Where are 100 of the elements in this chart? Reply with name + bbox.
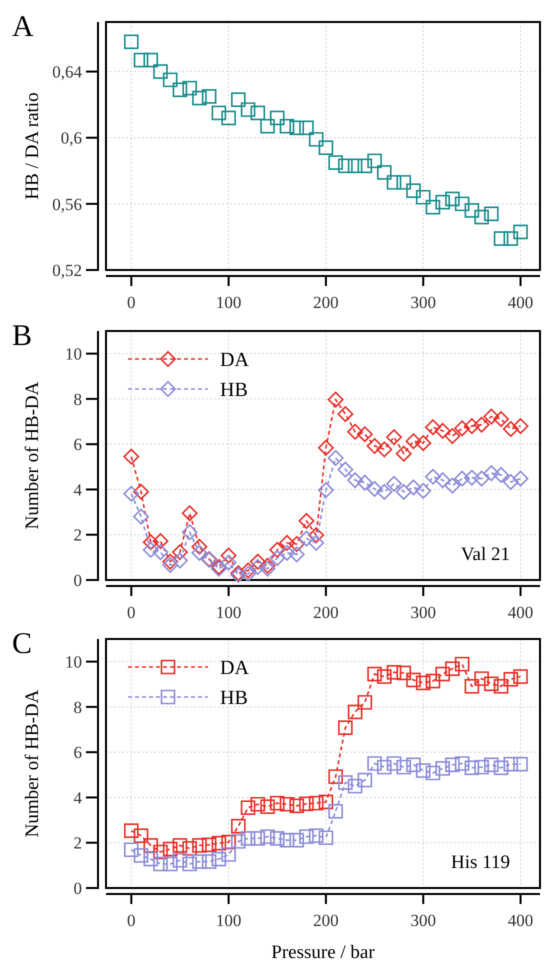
point	[454, 756, 470, 771]
point	[386, 756, 402, 771]
x-tick-label: 0	[127, 293, 136, 312]
point	[338, 158, 353, 174]
point	[348, 778, 362, 794]
point	[426, 766, 440, 780]
point	[182, 80, 197, 96]
x-tick-label: 400	[508, 293, 534, 312]
point	[250, 106, 266, 120]
point	[504, 672, 518, 687]
point	[212, 106, 226, 120]
point	[221, 110, 236, 126]
point	[191, 538, 208, 555]
point	[512, 418, 528, 434]
point	[250, 558, 266, 575]
point	[406, 479, 422, 496]
point	[162, 554, 178, 570]
point	[386, 175, 402, 190]
point	[416, 676, 431, 690]
x-tick-label: 200	[313, 293, 339, 312]
point	[318, 794, 334, 810]
y-tick-label: 6	[74, 435, 82, 454]
point	[162, 557, 178, 574]
point	[464, 760, 480, 776]
chart-title: C	[12, 627, 32, 660]
point	[513, 224, 528, 240]
point	[328, 392, 344, 408]
x-tick-label: 0	[127, 603, 136, 622]
point	[308, 828, 324, 844]
point	[356, 426, 373, 442]
x-tick-label: 100	[216, 911, 242, 930]
point	[415, 435, 432, 451]
x-tick-label: 300	[410, 603, 436, 622]
point	[328, 450, 344, 466]
y-axis-title: Number of HB-DA	[22, 381, 43, 530]
point	[502, 474, 519, 490]
point	[337, 406, 354, 422]
point	[299, 829, 314, 844]
point	[445, 758, 460, 772]
point	[444, 478, 460, 494]
point	[337, 462, 354, 478]
point	[240, 800, 256, 815]
point	[220, 554, 237, 571]
point	[454, 420, 470, 436]
point	[288, 546, 305, 562]
point	[153, 856, 168, 872]
point	[299, 796, 314, 812]
x-tick-label: 200	[313, 603, 339, 622]
point	[260, 558, 276, 574]
point	[474, 210, 489, 224]
point	[152, 533, 168, 550]
point	[328, 804, 343, 819]
point	[494, 760, 508, 776]
point	[406, 672, 421, 688]
point	[134, 52, 148, 68]
point	[358, 158, 372, 174]
point	[464, 418, 480, 434]
y-tick-label: 6	[74, 743, 82, 762]
point	[484, 676, 499, 692]
legend-label: DA	[220, 349, 250, 371]
point	[367, 666, 382, 682]
point	[328, 155, 343, 170]
point	[367, 756, 382, 771]
legend-label: HB	[220, 687, 248, 709]
point	[434, 472, 451, 488]
point	[367, 154, 382, 168]
point	[240, 831, 256, 846]
point	[279, 544, 295, 561]
point	[396, 446, 412, 462]
point	[396, 175, 412, 190]
point	[289, 832, 304, 848]
point	[377, 669, 392, 684]
chart-title: A	[12, 10, 34, 43]
chart-title: B	[12, 319, 32, 352]
point	[182, 856, 197, 872]
point	[172, 82, 188, 98]
point	[318, 440, 334, 456]
point	[212, 852, 226, 866]
point	[270, 831, 285, 846]
point	[289, 798, 304, 814]
point	[298, 530, 314, 547]
point	[220, 548, 237, 564]
point	[415, 482, 432, 499]
x-tick-label: 400	[508, 911, 534, 930]
point	[240, 102, 256, 117]
point	[358, 695, 372, 710]
point	[124, 842, 139, 858]
point	[434, 422, 451, 439]
point	[202, 854, 216, 869]
point	[153, 64, 168, 79]
point	[142, 534, 159, 550]
legend-label: HB	[220, 379, 248, 401]
point	[445, 192, 460, 206]
point	[464, 470, 480, 486]
y-tick-label: 8	[74, 698, 82, 717]
point	[347, 424, 364, 440]
point	[172, 853, 188, 868]
x-tick-label: 0	[127, 911, 136, 930]
point	[280, 832, 294, 848]
point	[124, 34, 139, 50]
